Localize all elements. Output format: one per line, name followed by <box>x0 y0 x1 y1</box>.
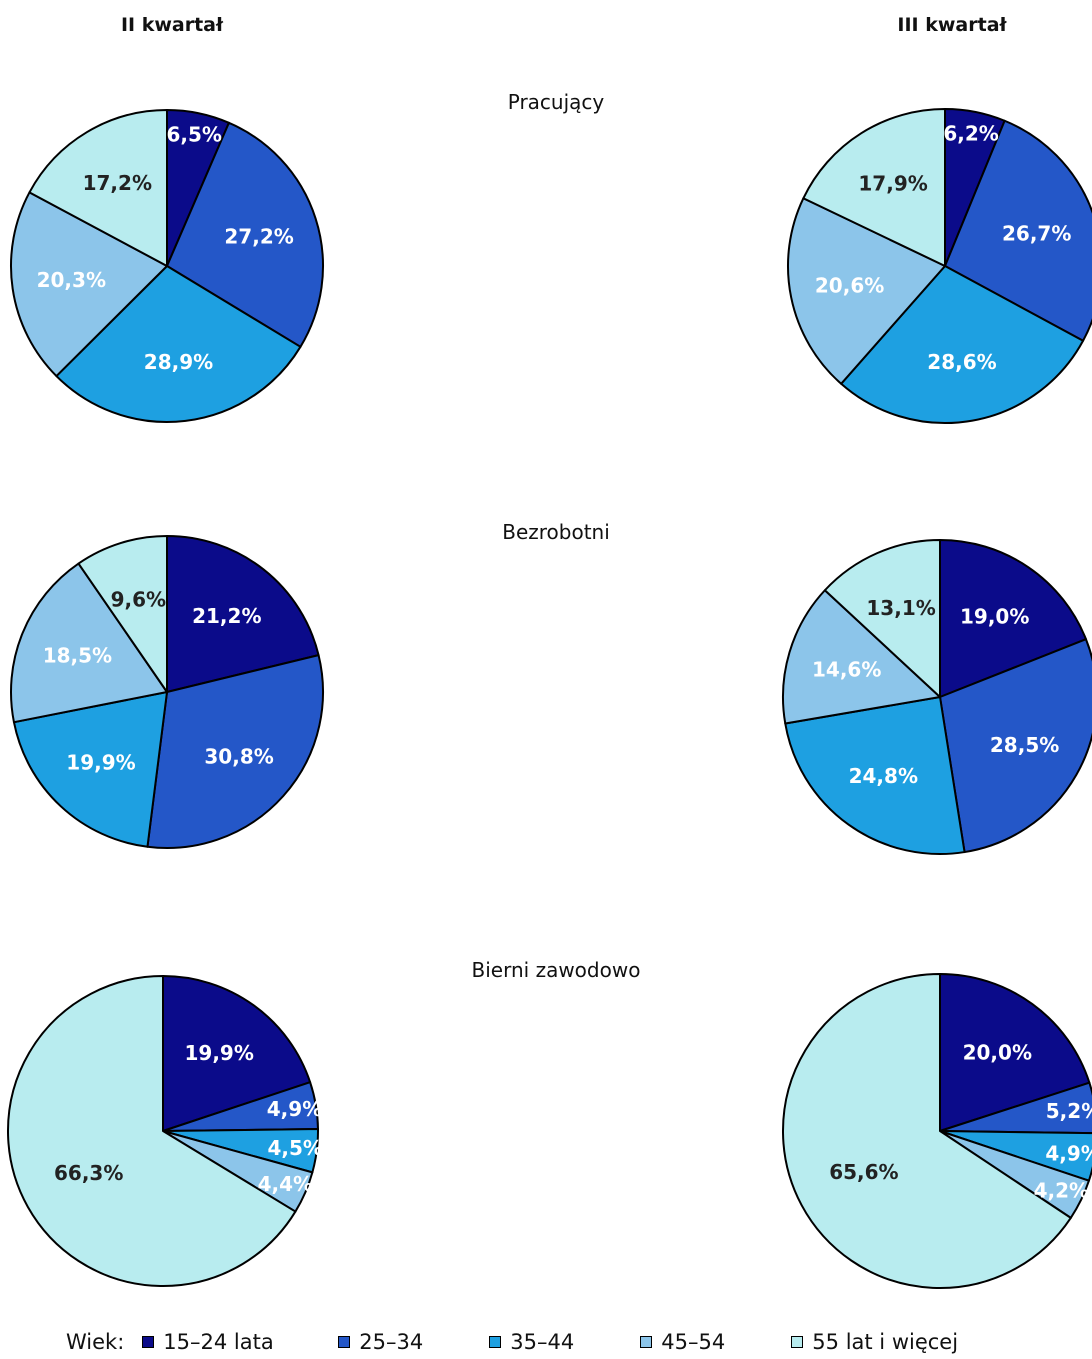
data-label-unemployed-q2-2: 19,9% <box>66 751 135 775</box>
data-label-employed-q3-0: 6,2% <box>943 122 998 146</box>
data-label-unemployed-q2-0: 21,2% <box>192 604 261 628</box>
legend-item-15-24: 15–24 lata <box>142 1330 338 1354</box>
pie-slice-unemployed-q3-1 <box>939 638 1092 854</box>
data-label-inactive-q2-3: 4,4% <box>258 1172 313 1196</box>
data-label-employed-q3-3: 20,6% <box>815 273 884 297</box>
data-label-unemployed-q2-3: 18,5% <box>43 644 112 668</box>
legend-label: 35–44 <box>510 1330 575 1354</box>
pie-chart-inactive-q3: 20,0% 5,2% 4,9% 4,2% 65,6% <box>781 973 1092 1289</box>
legend: Wiek: 15–24 lata 25–34 35–44 45–54 55 la… <box>66 1327 958 1357</box>
pie-slice-unemployed-q2-1 <box>146 654 324 849</box>
legend-swatch <box>640 1336 653 1348</box>
data-label-employed-q3-4: 17,9% <box>858 172 927 196</box>
data-label-employed-q3-1: 26,7% <box>1002 221 1071 245</box>
pie-slice-unemployed-q3-3 <box>782 589 941 725</box>
pie-slice-inactive-q3-1 <box>939 1081 1092 1135</box>
data-label-inactive-q2-0: 19,9% <box>185 1041 254 1065</box>
data-label-inactive-q3-1: 5,2% <box>1046 1099 1092 1123</box>
pie-slice-unemployed-q3-0 <box>939 539 1087 698</box>
pie-slice-employed-q2-2 <box>55 265 302 423</box>
pie-slice-employed-q2-1 <box>166 121 324 348</box>
pie-slice-unemployed-q2-4 <box>77 535 168 693</box>
pie-slice-inactive-q3-4 <box>781 973 1072 1289</box>
legend-title: Wiek: <box>66 1330 125 1354</box>
pie-charts-svg: 6,5% 27,2% 28,9% 20,3% 17,2% 6,2% 26,7% 28,6% 20… <box>7 108 1092 1289</box>
data-label-inactive-q3-4: 65,6% <box>829 1160 898 1184</box>
legend-swatch <box>791 1336 804 1348</box>
pie-slice-inactive-q2-4 <box>7 975 297 1287</box>
data-label-employed-q2-3: 20,3% <box>37 268 106 292</box>
data-label-unemployed-q2-4: 9,6% <box>111 588 166 612</box>
pie-slice-unemployed-q2-3 <box>10 562 168 724</box>
pie-slice-employed-q2-4 <box>28 109 168 267</box>
data-label-unemployed-q3-0: 19,0% <box>960 605 1029 629</box>
data-label-employed-q2-2: 28,9% <box>144 350 213 374</box>
row-header-inactive: Bierni zawodowo <box>471 958 641 982</box>
data-label-employed-q2-0: 6,5% <box>166 123 221 147</box>
pie-slice-unemployed-q3-4 <box>823 539 941 698</box>
data-label-inactive-q3-0: 20,0% <box>963 1040 1032 1064</box>
data-label-inactive-q2-2: 4,5% <box>267 1136 322 1160</box>
data-label-unemployed-q2-1: 30,8% <box>204 744 273 768</box>
legend-item-45-54: 45–54 <box>640 1330 791 1354</box>
pie-slice-employed-q3-3 <box>786 197 946 385</box>
legend-swatch <box>489 1336 502 1348</box>
pie-slice-employed-q2-3 <box>10 191 168 378</box>
legend-item-25-34: 25–34 <box>338 1330 489 1354</box>
data-label-unemployed-q3-2: 24,8% <box>849 764 918 788</box>
pie-slice-unemployed-q2-2 <box>12 691 168 848</box>
data-label-employed-q2-4: 17,2% <box>83 171 152 195</box>
legend-swatch <box>338 1336 351 1348</box>
row-header-unemployed: Bezrobotni <box>502 520 610 544</box>
pie-slice-unemployed-q3-2 <box>784 696 966 855</box>
data-label-employed-q3-2: 28,6% <box>927 350 996 374</box>
legend-label: 45–54 <box>661 1330 726 1354</box>
pie-chart-inactive-q2: 19,9% 4,9% 4,5% 4,4% 66,3% <box>7 975 323 1287</box>
pie-slice-unemployed-q2-0 <box>166 535 320 693</box>
pie-slice-inactive-q3-0 <box>939 973 1091 1132</box>
pie-slice-employed-q3-2 <box>840 265 1085 424</box>
legend-label: 25–34 <box>359 1330 424 1354</box>
data-label-unemployed-q3-1: 28,5% <box>990 733 1059 757</box>
legend-label: 15–24 lata <box>163 1330 274 1354</box>
data-label-inactive-q3-3: 4,2% <box>1034 1178 1089 1202</box>
data-label-inactive-q3-2: 4,9% <box>1045 1142 1092 1166</box>
legend-item-55-plus: 55 lat i więcej <box>791 1330 958 1354</box>
column-header-q2: II kwartał <box>120 14 224 36</box>
pie-chart-unemployed-q2: 21,2% 30,8% 19,9% 18,5% 9,6% <box>10 535 324 849</box>
pie-slice-inactive-q2-0 <box>162 975 312 1132</box>
pie-slice-employed-q3-4 <box>802 108 946 267</box>
row-header-employed: Pracujący <box>507 90 605 114</box>
data-label-unemployed-q3-3: 14,6% <box>812 657 881 681</box>
data-label-unemployed-q3-4: 13,1% <box>866 596 935 620</box>
legend-swatch <box>142 1336 155 1348</box>
data-label-inactive-q2-1: 4,9% <box>267 1097 322 1121</box>
legend-item-35-44: 35–44 <box>489 1330 640 1354</box>
data-label-employed-q2-1: 27,2% <box>224 225 293 249</box>
data-label-inactive-q2-4: 66,3% <box>54 1161 123 1185</box>
pie-chart-employed-q3: 6,2% 26,7% 28,6% 20,6% 17,9% <box>786 108 1092 424</box>
pie-chart-employed-q2: 6,5% 27,2% 28,9% 20,3% 17,2% <box>10 109 324 423</box>
column-header-q3: III kwartał <box>897 14 1007 36</box>
pie-chart-unemployed-q3: 19,0% 28,5% 24,8% 14,6% 13,1% <box>782 539 1092 855</box>
legend-label: 55 lat i więcej <box>812 1330 959 1354</box>
